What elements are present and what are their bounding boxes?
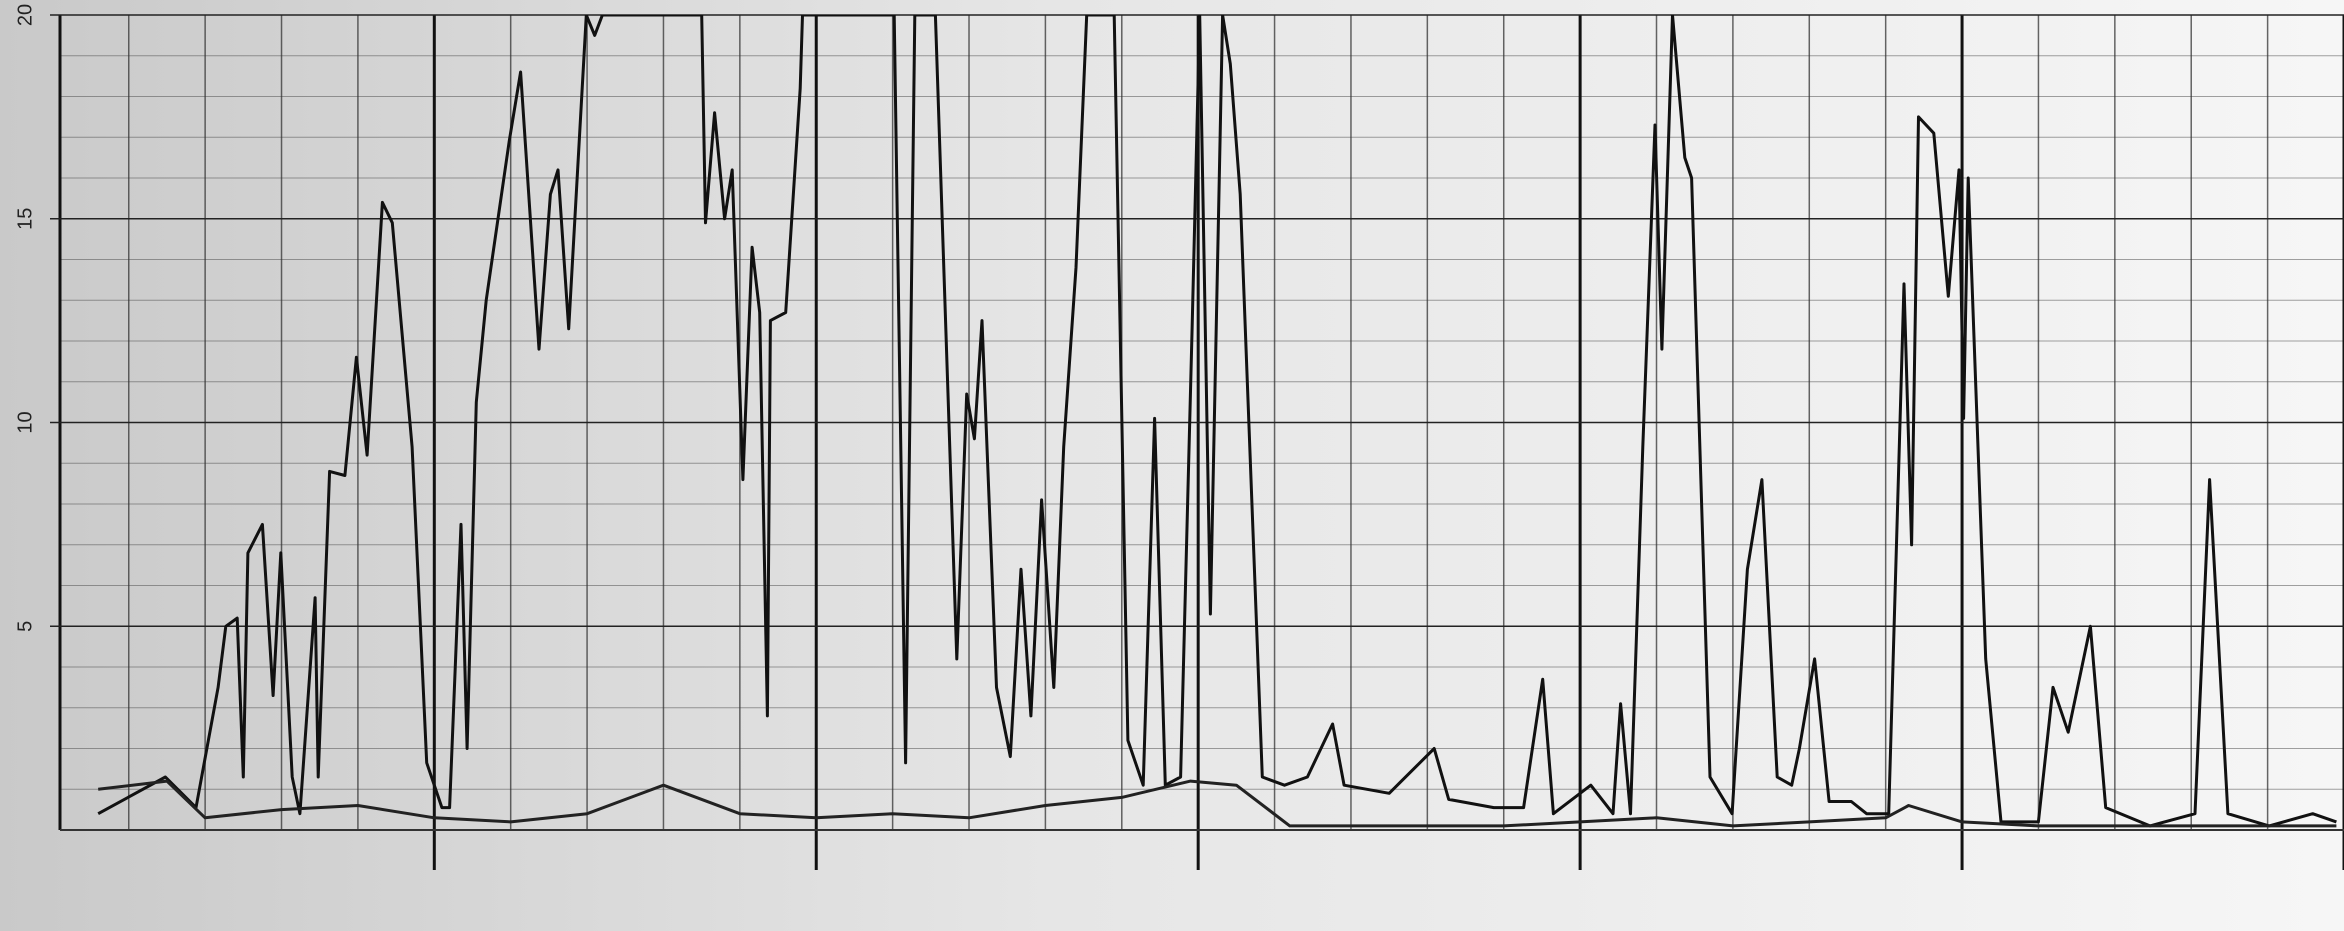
trace-line [97, 15, 2337, 828]
plot [97, 15, 2337, 828]
y-tick-label: 20 [14, 4, 36, 26]
y-tick-label: 5 [14, 621, 36, 632]
y-tick-label: 10 [14, 411, 36, 433]
grid: 5 10 15 20 [14, 4, 2344, 870]
trace-line [98, 779, 2337, 828]
y-tick-label: 15 [14, 208, 36, 230]
